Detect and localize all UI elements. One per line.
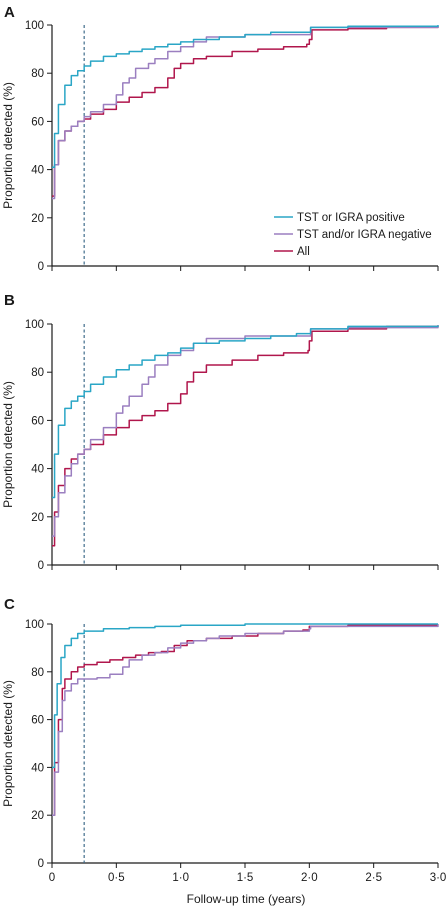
x-tick-label: 0·5 <box>108 872 125 884</box>
panel-b-series-tst-positive <box>52 325 439 499</box>
panel-b: B 0 20 40 60 80 100 Proportion detected (%) <box>1 292 439 572</box>
panel-c-y-axis-title: Proportion detected (%) <box>1 680 15 807</box>
panel-a-y-axis-title: Proportion detected (%) <box>1 82 15 209</box>
x-tick-label: 1·5 <box>237 872 254 884</box>
x-tick-label: 2·5 <box>365 872 382 884</box>
panel-a-series-tst-positive <box>52 25 439 168</box>
panel-a-series-all <box>52 26 439 197</box>
panel-a-y-tick-label: 60 <box>31 116 44 128</box>
panel-b-y-tick-label: 60 <box>31 415 44 427</box>
panel-c-y-tick-label: 20 <box>31 810 44 822</box>
panel-b-series-all <box>52 325 439 547</box>
panel-c: C 0 20 40 60 80 100 0 0·5 1·0 1·5 2·0 2·5 3·0 Proport… <box>1 596 446 884</box>
panel-b-y-tick-label: 80 <box>31 367 44 379</box>
x-tick-label: 3·0 <box>430 872 446 884</box>
panel-c-y-tick-label: 0 <box>38 858 44 870</box>
panel-c-y-tick-label: 80 <box>31 667 44 679</box>
panel-a-y-tick-label: 100 <box>25 20 44 32</box>
panel-a-y-tick-label: 80 <box>31 68 44 80</box>
legend-label-all: All <box>297 246 310 258</box>
panel-b-plot-area: 0 20 40 60 80 100 Proportion detected (%) <box>1 319 439 572</box>
panel-c-label: C <box>4 596 15 613</box>
panel-a-y-tick-label: 40 <box>31 165 44 177</box>
panel-c-series-tst-negative <box>52 624 439 816</box>
panel-b-y-axis-title: Proportion detected (%) <box>1 381 15 508</box>
legend-label-tst-negative: TST and/or IGRA negative <box>297 229 432 241</box>
panel-a-label: A <box>4 4 15 21</box>
x-tick-label: 0 <box>49 872 55 884</box>
panel-c-y-tick-label: 100 <box>25 619 44 631</box>
panel-b-label: B <box>4 292 15 309</box>
panel-c-series-all <box>52 624 438 816</box>
x-axis-title: Follow-up time (years) <box>187 892 306 906</box>
panel-c-series-tst-positive <box>52 623 438 769</box>
panel-b-series-tst-negative <box>52 326 439 537</box>
legend: TST or IGRA positive TST and/or IGRA neg… <box>274 212 432 258</box>
panel-c-y-tick-label: 60 <box>31 715 44 727</box>
panel-a-y-tick-label: 0 <box>38 261 44 273</box>
panel-b-y-tick-label: 40 <box>31 464 44 476</box>
panel-b-y-tick-label: 20 <box>31 512 44 524</box>
panel-a: A 0 20 40 60 80 100 Proportion detected (%) TS… <box>1 4 439 273</box>
x-tick-label: 1·0 <box>172 872 189 884</box>
panel-a-y-tick-label: 20 <box>31 213 44 225</box>
panel-c-y-tick-label: 40 <box>31 762 44 774</box>
panel-c-plot-area: 0 20 40 60 80 100 0 0·5 1·0 1·5 2·0 2·5 3·0 Proportio… <box>1 619 446 884</box>
x-tick-label: 2·0 <box>301 872 318 884</box>
panel-b-y-tick-label: 100 <box>25 319 44 331</box>
panel-a-plot-area: 0 20 40 60 80 100 Proportion detected (%) <box>1 20 439 273</box>
legend-label-tst-positive: TST or IGRA positive <box>297 212 405 224</box>
panel-b-y-tick-label: 0 <box>38 560 44 572</box>
